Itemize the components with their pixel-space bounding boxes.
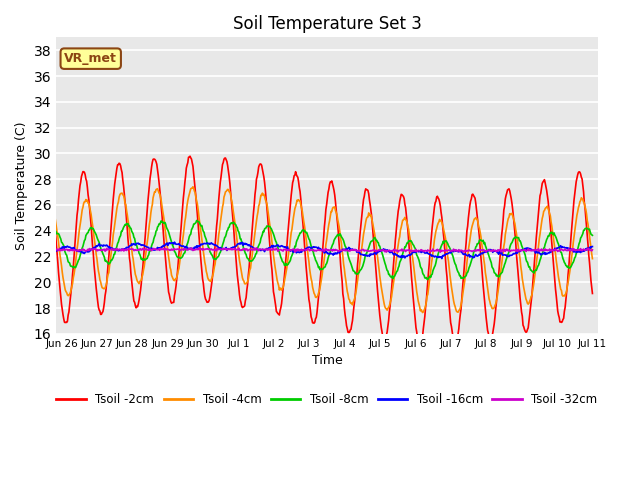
X-axis label: Time: Time xyxy=(312,354,342,367)
Tsoil -8cm xyxy=(193,217,200,223)
Line: Tsoil -8cm: Tsoil -8cm xyxy=(26,220,593,279)
Y-axis label: Soil Temperature (C): Soil Temperature (C) xyxy=(15,121,28,250)
Tsoil -32cm xyxy=(89,246,97,252)
Tsoil -32cm xyxy=(369,248,376,253)
Tsoil -8cm xyxy=(221,234,229,240)
Tsoil -2cm xyxy=(89,243,97,249)
Tsoil -2cm xyxy=(22,310,30,315)
Tsoil -16cm xyxy=(589,244,596,250)
Tsoil -16cm xyxy=(221,246,229,252)
Tsoil -8cm xyxy=(193,218,201,224)
Tsoil -8cm xyxy=(424,276,431,282)
Tsoil -8cm xyxy=(369,238,376,244)
Tsoil -4cm xyxy=(369,219,376,225)
Tsoil -2cm xyxy=(451,341,458,347)
Tsoil -2cm xyxy=(369,222,376,228)
Tsoil -16cm xyxy=(89,247,97,252)
Tsoil -2cm xyxy=(589,290,596,296)
Tsoil -32cm xyxy=(253,245,260,251)
Tsoil -2cm xyxy=(186,153,194,159)
Tsoil -4cm xyxy=(189,184,196,190)
Text: VR_met: VR_met xyxy=(64,52,117,65)
Tsoil -32cm xyxy=(589,247,596,252)
Tsoil -32cm xyxy=(22,248,30,254)
Tsoil -4cm xyxy=(221,189,229,195)
Tsoil -16cm xyxy=(193,245,201,251)
Tsoil -2cm xyxy=(221,155,229,161)
Tsoil -8cm xyxy=(400,247,408,252)
Tsoil -32cm xyxy=(436,249,444,255)
Tsoil -8cm xyxy=(243,254,251,260)
Tsoil -2cm xyxy=(400,196,408,202)
Tsoil -32cm xyxy=(193,247,200,252)
Tsoil -4cm xyxy=(419,310,426,315)
Tsoil -16cm xyxy=(438,256,445,262)
Tsoil -32cm xyxy=(221,246,228,252)
Tsoil -8cm xyxy=(22,241,30,247)
Line: Tsoil -32cm: Tsoil -32cm xyxy=(26,248,593,252)
Title: Soil Temperature Set 3: Soil Temperature Set 3 xyxy=(232,15,421,33)
Tsoil -4cm xyxy=(89,222,97,228)
Tsoil -4cm xyxy=(400,216,408,222)
Line: Tsoil -2cm: Tsoil -2cm xyxy=(26,156,593,344)
Tsoil -32cm xyxy=(400,248,408,253)
Tsoil -2cm xyxy=(193,212,201,218)
Tsoil -4cm xyxy=(243,280,251,286)
Tsoil -16cm xyxy=(171,240,179,245)
Tsoil -16cm xyxy=(369,252,376,257)
Tsoil -4cm xyxy=(22,270,30,276)
Line: Tsoil -4cm: Tsoil -4cm xyxy=(26,187,593,312)
Tsoil -16cm xyxy=(22,246,30,252)
Tsoil -32cm xyxy=(243,246,250,252)
Tsoil -4cm xyxy=(589,256,596,262)
Tsoil -16cm xyxy=(243,241,251,247)
Tsoil -4cm xyxy=(193,201,201,207)
Line: Tsoil -16cm: Tsoil -16cm xyxy=(26,242,593,259)
Tsoil -16cm xyxy=(400,253,408,259)
Tsoil -2cm xyxy=(243,287,251,293)
Tsoil -8cm xyxy=(89,226,97,232)
Legend: Tsoil -2cm, Tsoil -4cm, Tsoil -8cm, Tsoil -16cm, Tsoil -32cm: Tsoil -2cm, Tsoil -4cm, Tsoil -8cm, Tsoi… xyxy=(52,388,602,411)
Tsoil -8cm xyxy=(589,232,596,238)
